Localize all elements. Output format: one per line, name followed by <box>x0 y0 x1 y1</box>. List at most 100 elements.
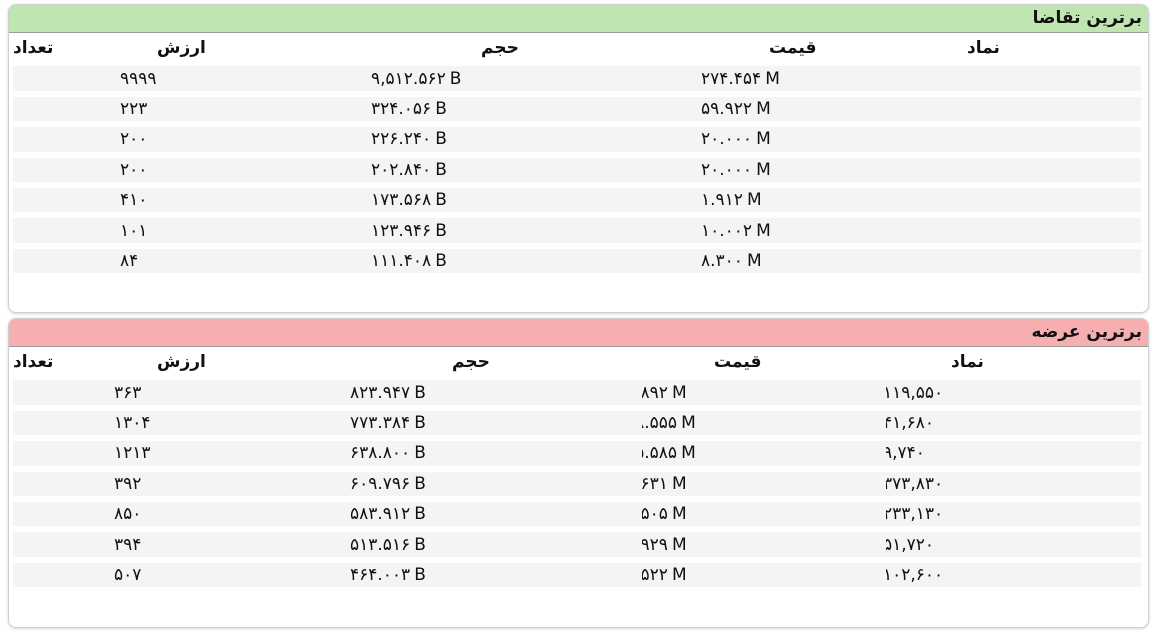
value-amount: ۶۰۹.۷۹۶ <box>350 473 411 494</box>
column-header-label: نماد <box>967 38 1000 59</box>
panel-title: برترین عرضه <box>9 319 1148 347</box>
value-unit: B <box>449 68 462 89</box>
count-value: ۳۹۲ <box>114 473 142 494</box>
volume-value: ۸.۳۰۰ <box>701 250 743 271</box>
table-row[interactable]: خنصیر ۱۰۲,۶۰۰ ۴.۵۲۲ M ۴۶۴.۰۰۳ B ۵۰۷ <box>9 560 1148 590</box>
column-header-count: تعداد <box>13 347 155 377</box>
count-value: ۱۲۱۳ <box>114 443 151 464</box>
value-amount: ۷۷۳.۳۸۴ <box>350 412 411 433</box>
price-value: ۹,۷۴۰ <box>883 443 925 464</box>
column-header-value: ارزش <box>157 33 477 63</box>
count-value: ۲۲۳ <box>120 98 148 119</box>
count-cell: ۴۱۰ <box>13 185 262 215</box>
column-header-label: حجم <box>481 38 519 59</box>
count-cell: ۳۶۳ <box>13 377 256 407</box>
value-amount: ۶۳۸.۸۰۰ <box>350 443 411 464</box>
count-value: ۱۰۱ <box>120 220 148 241</box>
table-row[interactable]: سپاس ۱۰,۱۴۲ ۲۰.۰۰۰ M ۲۰۲.۸۴۰ B ۲۰۰ <box>9 155 1148 185</box>
column-header-label: قیمت <box>714 352 762 373</box>
table-row[interactable]: خزر ۴۱,۶۸۰ ۱۸.۵۵۵ M ۷۷۳.۳۸۴ B ۱۳۰۴ <box>9 408 1148 438</box>
column-header-value: ارزش <box>157 347 449 377</box>
count-value: ۸۵۰ <box>114 504 142 525</box>
value-amount: ۵۱۳.۵۱۶ <box>350 534 411 555</box>
table-row[interactable]: هاي وب ۹,۷۴۰ ۶۵.۵۸۵ M ۶۳۸.۸۰۰ B ۱۲۱۳ <box>9 438 1148 468</box>
price-value: ۳۷۳,۸۳۰ <box>883 473 944 494</box>
value-amount: ۲۰۲.۸۴۰ <box>371 159 432 180</box>
column-header-label: تعداد <box>13 38 54 59</box>
volume-unit: M <box>756 129 771 150</box>
table-header-row: نماد قیمت حجم ارزش تعداد <box>9 347 1148 377</box>
price-value: ۱۱۹,۵۵۰ <box>883 382 944 403</box>
table-row[interactable]: سصفها ۱۱۹,۵۵۰ ۶.۸۹۲ M ۸۲۳.۹۴۷ B ۳۶۳ <box>9 377 1148 407</box>
value-amount: ۱۱۱.۴۰۸ <box>371 250 432 271</box>
count-cell: ۱۲۱۳ <box>13 438 256 468</box>
value-amount: ۲۲۶.۲۴۰ <box>371 129 432 150</box>
table-row[interactable]: فروس ۵,۴۰۸ ۵۹.۹۲۲ M ۳۲۴.۰۵۶ B ۲۲۳ <box>9 94 1148 124</box>
column-header-symbol: نماد <box>967 33 1141 63</box>
table-row[interactable]: غکورش ۳۴,۶۶۰ ۲۷۴.۴۵۴ M ۹,۵۱۲.۵۶۲ B ۹۹۹۹ <box>9 63 1148 93</box>
column-header-label: نماد <box>951 352 984 373</box>
table-row[interactable]: سنیر ۲۳۳,۱۳۰ ۲.۵۰۵ M ۵۸۳.۹۱۲ B ۸۵۰ <box>9 499 1148 529</box>
table-row[interactable]: یاقوت ۱۲,۳۹۲ ۱۰.۰۰۲ M ۱۲۳.۹۴۶ B ۱۰۱ <box>9 215 1148 245</box>
volume-value: ۵۹.۹۲۲ <box>701 98 753 119</box>
volume-value: ۱۰.۰۰۲ <box>701 220 753 241</box>
count-cell: ۲۰۰ <box>13 124 262 154</box>
value-amount: ۱۲۳.۹۴۶ <box>371 220 432 241</box>
volume-unit: M <box>681 412 696 433</box>
value-unit: B <box>435 190 447 211</box>
volume-unit: M <box>671 534 687 555</box>
value-amount: ۸۲۳.۹۴۷ <box>350 382 411 403</box>
count-cell: ۵۰۷ <box>13 560 256 590</box>
value-amount: ۴۶۴.۰۰۳ <box>350 564 411 585</box>
count-value: ۲۰۰ <box>120 159 148 180</box>
column-header-symbol: نماد <box>951 347 1141 377</box>
count-cell: ۳۹۴ <box>13 529 256 559</box>
count-cell: ۳۹۲ <box>13 469 256 499</box>
count-value: ۴۱۰ <box>120 190 148 211</box>
count-value: ۸۴ <box>120 250 139 271</box>
count-cell: ۹۹۹۹ <box>13 63 262 93</box>
count-value: ۱۳۰۴ <box>114 412 151 433</box>
top-demand-panel: برترین تقاضا نماد قیمت حجم ارزش تعداد غکورش ۳۴… <box>8 4 1149 313</box>
volume-value: ۲۷۴.۴۵۴ <box>701 68 762 89</box>
value-unit: B <box>414 504 426 525</box>
column-header-label: تعداد <box>13 352 54 373</box>
value-amount: ۳۲۴.۰۵۶ <box>371 98 432 119</box>
count-cell: ۸۵۰ <box>13 499 256 529</box>
count-value: ۳۶۳ <box>114 382 142 403</box>
volume-value: ۱.۹۱۲ <box>701 190 743 211</box>
column-header-label: حجم <box>452 352 490 373</box>
value-unit: B <box>414 412 426 433</box>
table-row[interactable]: کدما ۹۰,۷۶۰ ۱.۹۱۲ M ۱۷۳.۵۶۸ B ۴۱۰ <box>9 185 1148 215</box>
value-unit: B <box>414 564 426 585</box>
volume-unit: M <box>671 564 687 585</box>
table-header-row: نماد قیمت حجم ارزش تعداد <box>9 33 1148 63</box>
volume-unit: M <box>746 250 762 271</box>
value-unit: B <box>414 443 426 464</box>
count-cell: ۲۰۰ <box>13 155 262 185</box>
value-amount: ۵۸۳.۹۱۲ <box>350 504 411 525</box>
volume-unit: M <box>671 504 687 525</box>
value-unit: B <box>435 250 447 271</box>
column-header-price: قیمت <box>769 33 965 63</box>
value-unit: B <box>435 220 447 241</box>
volume-unit: M <box>756 220 771 241</box>
table-row[interactable]: افران ۱۳,۴۲۲ ۸.۳۰۰ M ۱۱۱.۴۰۸ B ۸۴ <box>9 246 1148 276</box>
value-unit: B <box>435 98 447 119</box>
column-header-volume: حجم <box>452 347 712 377</box>
table-row[interactable]: پارند ۱۱,۳۱۲ ۲۰.۰۰۰ M ۲۲۶.۲۴۰ B ۲۰۰ <box>9 124 1148 154</box>
volume-value: ۲۰.۰۰۰ <box>701 159 753 180</box>
column-header-label: قیمت <box>769 38 817 59</box>
price-value: ۱۰۲,۶۰۰ <box>883 564 944 585</box>
volume-unit: M <box>756 98 771 119</box>
table-row[interactable]: غنوش ۵۱,۷۲۰ ۹.۹۲۹ M ۵۱۳.۵۱۶ B ۳۹۴ <box>9 529 1148 559</box>
price-value: ۴۱,۶۸۰ <box>883 412 935 433</box>
value-unit: B <box>435 129 447 150</box>
volume-unit: M <box>671 473 687 494</box>
table-row[interactable]: غدام ۳۷۳,۸۳۰ ۱.۶۳۱ M ۶۰۹.۷۹۶ B ۳۹۲ <box>9 469 1148 499</box>
volume-unit: M <box>756 159 771 180</box>
count-value: ۹۹۹۹ <box>120 68 157 89</box>
column-header-volume: حجم <box>481 33 779 63</box>
value-amount: ۱۷۳.۵۶۸ <box>371 190 432 211</box>
value-unit: B <box>435 159 447 180</box>
